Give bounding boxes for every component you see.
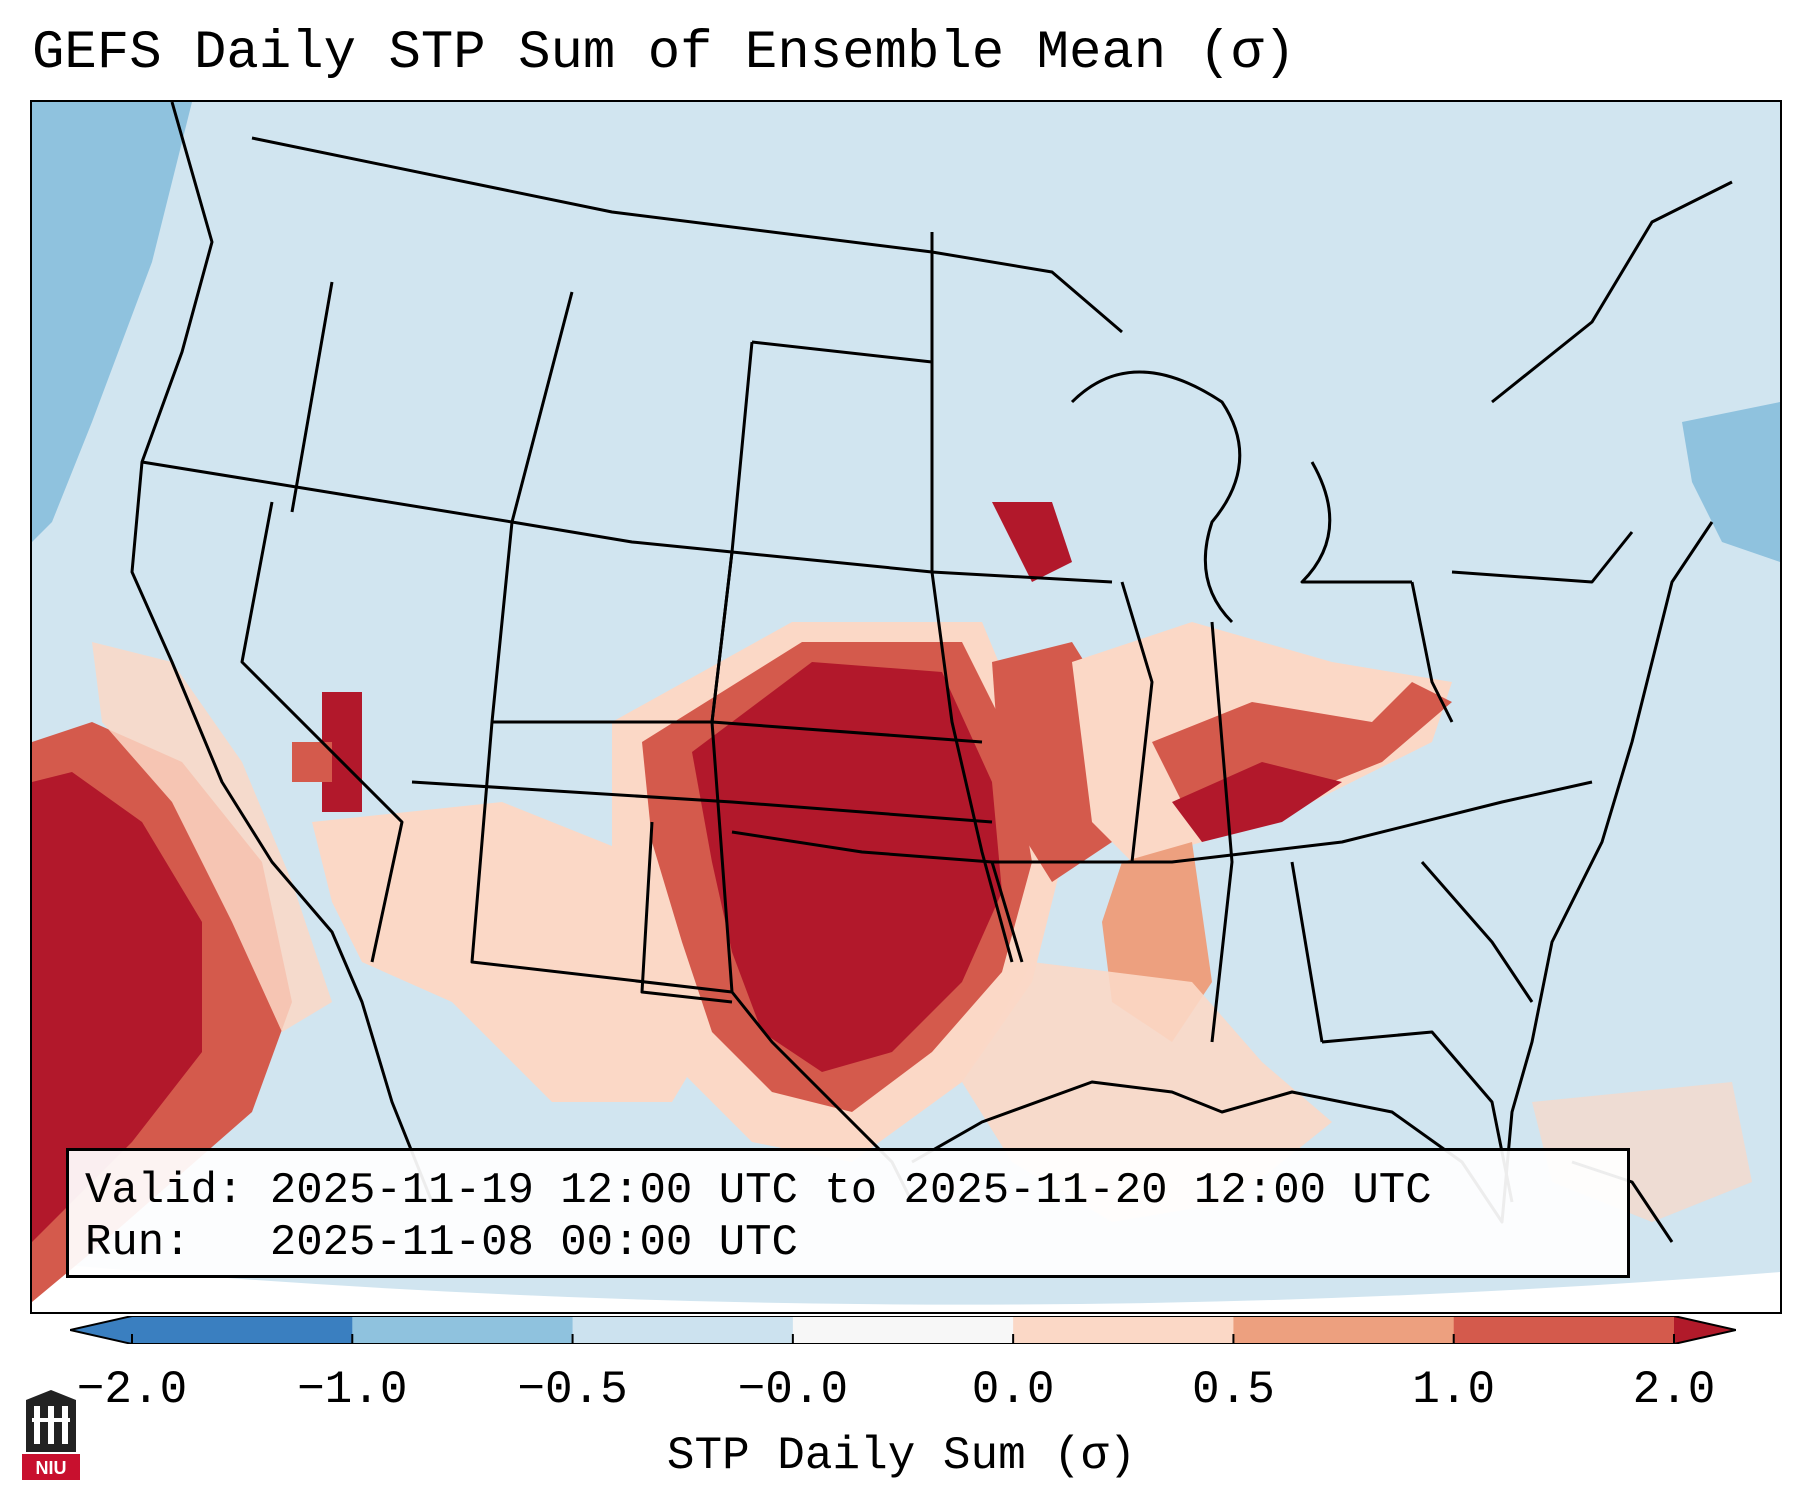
- colorbar-extension-low: [70, 1316, 132, 1344]
- run-line: Run: 2025-11-08 00:00 UTC: [85, 1218, 798, 1268]
- niu-logo: NIU: [22, 1390, 80, 1482]
- colorbar-tick-label: −1.0: [297, 1364, 408, 1416]
- map-panel: [30, 100, 1782, 1314]
- niu-logo-icon: NIU: [22, 1390, 80, 1480]
- colorbar: [69, 1315, 1737, 1345]
- colorbar-tick-label: −0.0: [737, 1364, 849, 1416]
- atlantic-negative-region: [1682, 402, 1780, 562]
- colorbar-extension-high: [1674, 1316, 1736, 1344]
- colorbar-tick-label: −0.5: [517, 1364, 628, 1416]
- colorbar-ticks: −2.0 −1.0 −0.5 −0.0 0.0 0.5 1.0 2.0: [0, 1362, 1803, 1422]
- colorbar-tick-label: 0.5: [1192, 1364, 1275, 1416]
- state-boundaries: [130, 102, 1634, 1203]
- colorbar-tick-label: 0.0: [971, 1364, 1055, 1416]
- plains-anomaly: [612, 502, 1122, 1162]
- colorbar-segment: [1013, 1316, 1234, 1344]
- colorbar-label: STP Daily Sum (σ): [666, 1430, 1137, 1482]
- colorbar-segment: [1233, 1316, 1455, 1344]
- valid-time-box: Valid: 2025-11-19 12:00 UTC to 2025-11-2…: [66, 1148, 1630, 1278]
- colorbar-segment: [572, 1316, 794, 1344]
- projection-edge: [32, 1262, 1780, 1312]
- colorbar-tick-label: 1.0: [1412, 1364, 1496, 1416]
- colorbar-graphic: [69, 1315, 1737, 1345]
- colorbar-segment: [792, 1316, 1014, 1344]
- colorbar-tick-label: 2.0: [1632, 1364, 1716, 1416]
- svg-text:NIU: NIU: [36, 1458, 67, 1478]
- stp-map: [32, 102, 1780, 1312]
- colorbar-segment: [1453, 1316, 1675, 1344]
- colorbar-tick-label: −2.0: [76, 1364, 188, 1416]
- pacific-negative-region: [32, 102, 192, 542]
- valid-line: Valid: 2025-11-19 12:00 UTC to 2025-11-2…: [85, 1166, 1432, 1216]
- west-coast-anomaly: [32, 642, 362, 1302]
- colorbar-segment: [352, 1316, 574, 1344]
- chart-title: GEFS Daily STP Sum of Ensemble Mean (σ): [32, 23, 1296, 84]
- colorbar-segment: [132, 1316, 353, 1344]
